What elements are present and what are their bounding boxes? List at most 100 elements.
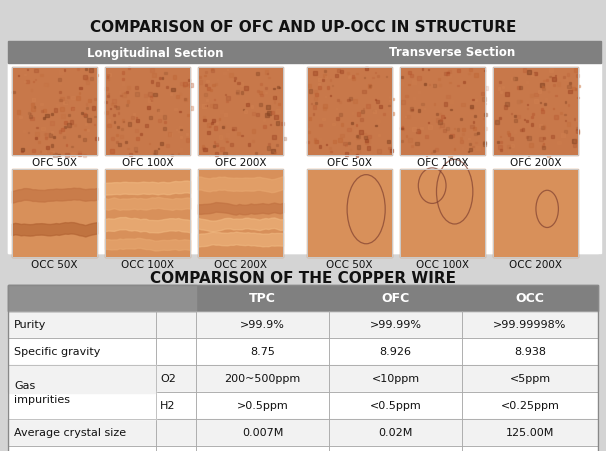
Bar bbox=[542, 127, 545, 129]
Bar bbox=[236, 91, 239, 95]
Bar bbox=[330, 96, 331, 97]
Bar bbox=[485, 104, 486, 105]
Bar bbox=[539, 138, 543, 141]
Bar bbox=[436, 114, 438, 116]
Bar bbox=[40, 103, 42, 106]
Text: OCC 100X: OCC 100X bbox=[416, 259, 469, 269]
Bar bbox=[337, 69, 340, 72]
Bar bbox=[500, 150, 502, 151]
Bar bbox=[263, 119, 265, 121]
Bar bbox=[181, 137, 182, 139]
Bar bbox=[30, 113, 31, 115]
Bar bbox=[527, 137, 528, 139]
Bar bbox=[259, 92, 262, 95]
Bar bbox=[307, 170, 392, 258]
Bar bbox=[8, 285, 196, 311]
Bar bbox=[12, 92, 15, 94]
Bar bbox=[544, 104, 546, 106]
Bar bbox=[447, 73, 449, 76]
Bar bbox=[319, 125, 322, 127]
Bar bbox=[8, 392, 598, 419]
Bar bbox=[417, 77, 421, 81]
Bar bbox=[505, 103, 509, 106]
Bar bbox=[413, 98, 415, 100]
Bar bbox=[105, 170, 190, 258]
Bar bbox=[108, 94, 109, 95]
Bar bbox=[542, 146, 544, 147]
Bar bbox=[314, 97, 317, 101]
Bar bbox=[354, 130, 357, 133]
Bar bbox=[411, 110, 413, 111]
Bar bbox=[309, 90, 312, 94]
Bar bbox=[128, 153, 132, 156]
Bar bbox=[30, 117, 34, 121]
Bar bbox=[433, 104, 435, 106]
Bar bbox=[136, 138, 139, 141]
Bar bbox=[435, 148, 438, 152]
Bar bbox=[576, 120, 578, 122]
Bar bbox=[527, 121, 528, 123]
Bar bbox=[8, 42, 303, 64]
Bar bbox=[271, 97, 275, 100]
Text: Specific gravity: Specific gravity bbox=[14, 347, 101, 357]
Bar bbox=[166, 87, 168, 88]
Bar bbox=[444, 73, 447, 75]
Bar bbox=[462, 82, 464, 83]
Bar bbox=[565, 102, 567, 103]
Bar bbox=[227, 70, 228, 71]
Bar bbox=[115, 106, 116, 108]
Bar bbox=[107, 77, 108, 78]
Bar bbox=[24, 75, 26, 76]
Bar bbox=[8, 365, 156, 392]
Bar bbox=[133, 114, 135, 115]
Bar bbox=[469, 69, 471, 71]
Text: OCC 200X: OCC 200X bbox=[509, 259, 562, 269]
Bar bbox=[459, 138, 462, 140]
Bar bbox=[367, 135, 370, 139]
Bar bbox=[541, 111, 544, 114]
Bar bbox=[36, 127, 38, 129]
Bar bbox=[315, 94, 318, 97]
Bar bbox=[178, 154, 179, 155]
Bar bbox=[339, 114, 342, 117]
Bar bbox=[274, 102, 276, 104]
Bar bbox=[446, 95, 450, 99]
Bar bbox=[362, 91, 366, 94]
Bar bbox=[152, 74, 156, 78]
Bar bbox=[261, 94, 262, 97]
Bar bbox=[326, 144, 327, 146]
Bar bbox=[544, 143, 545, 144]
Bar bbox=[125, 92, 128, 94]
Bar bbox=[477, 133, 479, 135]
Bar bbox=[333, 124, 335, 126]
Bar bbox=[335, 75, 338, 78]
Bar bbox=[61, 115, 65, 118]
Bar bbox=[32, 98, 35, 102]
Bar bbox=[560, 113, 562, 115]
Bar bbox=[79, 87, 81, 90]
Bar bbox=[8, 64, 598, 253]
Bar bbox=[481, 93, 484, 96]
Bar bbox=[136, 151, 137, 153]
Bar bbox=[156, 419, 196, 446]
Bar bbox=[219, 119, 221, 120]
Bar bbox=[408, 85, 410, 86]
Bar bbox=[324, 71, 325, 73]
Bar bbox=[422, 69, 424, 71]
Bar bbox=[216, 145, 218, 147]
Bar bbox=[227, 101, 228, 103]
Bar bbox=[555, 77, 558, 79]
Bar bbox=[318, 78, 321, 81]
Bar bbox=[420, 128, 422, 130]
Bar bbox=[85, 104, 87, 106]
Bar bbox=[473, 128, 476, 131]
Bar bbox=[545, 99, 547, 101]
Bar bbox=[542, 88, 545, 91]
Bar bbox=[150, 69, 154, 73]
Bar bbox=[110, 150, 113, 153]
Bar bbox=[149, 143, 150, 144]
Bar bbox=[35, 138, 37, 139]
Bar bbox=[273, 135, 275, 137]
Bar bbox=[204, 75, 205, 77]
Bar bbox=[105, 68, 190, 156]
